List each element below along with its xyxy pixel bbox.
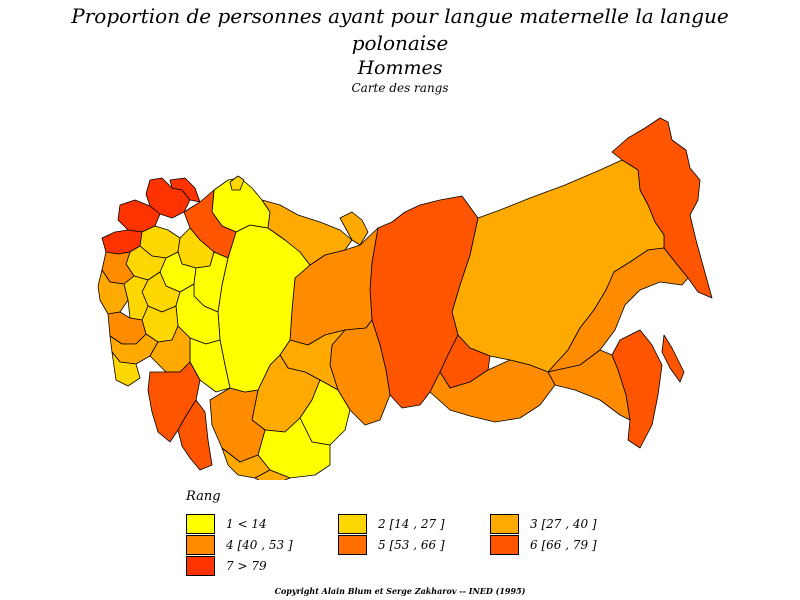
region-buryatia: [429, 359, 556, 423]
map-subtitle: Carte des rangs: [351, 81, 449, 95]
region-novaya-zemlya: [229, 175, 245, 191]
legend-swatch-6: [490, 535, 519, 555]
map-title-sex: Hommes: [357, 57, 443, 79]
region-amur: [547, 349, 631, 421]
region-arctic-island: [339, 211, 369, 246]
legend-swatch-2: [338, 514, 367, 534]
legend-label-4: 4 [40 , 53 ]: [226, 538, 293, 552]
region-murmansk: [169, 177, 201, 203]
region-sakhalin: [661, 334, 685, 383]
legend-swatch-3: [490, 514, 519, 534]
legend-label-5: 5 [53 , 66 ]: [378, 538, 445, 552]
region-arctic-north: [261, 199, 353, 266]
map-title-line-2: polonaise: [351, 31, 449, 55]
legend-swatch-7: [186, 556, 215, 576]
region-central-asia-2: [254, 469, 291, 480]
legend-swatch-4: [186, 535, 215, 555]
legend-label-1: 1 < 14: [226, 517, 267, 531]
legend-label-2: 2 [14 , 27 ]: [378, 517, 445, 531]
region-moldova: [111, 351, 141, 387]
legend-label-3: 3 [27 , 40 ]: [530, 517, 597, 531]
legend-label-7: 7 > 79: [226, 559, 267, 573]
choropleth-map: [97, 117, 713, 480]
legend-swatch-5: [338, 535, 367, 555]
legend-label-6: 6 [66 , 79 ]: [530, 538, 597, 552]
map-title-line-1: Proportion de personnes ayant pour langu…: [71, 4, 729, 28]
legend-swatch-1: [186, 514, 215, 534]
legend-title: Rang: [186, 489, 221, 504]
region-caucasus-east: [177, 399, 213, 471]
copyright-note: Copyright Alain Blum et Serge Zakharov -…: [274, 586, 526, 596]
region-ukraine-centre: [123, 275, 149, 321]
